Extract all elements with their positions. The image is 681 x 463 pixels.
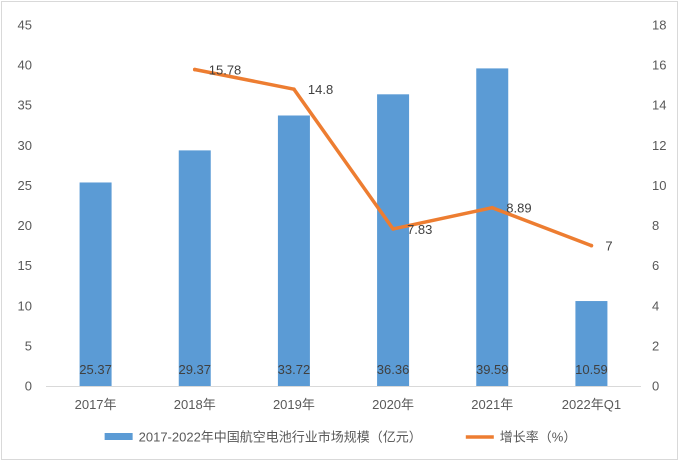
- line-data-label: 7.83: [407, 222, 432, 237]
- x-tick-label: 2018年: [174, 397, 216, 412]
- bar-data-label: 33.72: [278, 362, 311, 377]
- right-tick-label: 8: [652, 218, 659, 233]
- x-tick-label: 2017年: [75, 397, 117, 412]
- bar: [476, 68, 509, 387]
- line-point: [192, 67, 197, 72]
- right-tick-label: 2: [652, 338, 659, 353]
- bar: [277, 115, 310, 387]
- line-data-label: 7: [605, 239, 612, 254]
- right-tick-label: 18: [652, 18, 666, 33]
- left-tick-label: 40: [18, 58, 32, 73]
- right-axis: 0 2 4 6 8 10 12 14 16 18: [652, 18, 666, 394]
- right-tick-label: 4: [652, 298, 659, 313]
- line-point: [589, 243, 594, 248]
- line-point: [391, 227, 395, 231]
- left-tick-label: 5: [25, 338, 32, 353]
- x-tick-label: 2019年: [273, 397, 315, 412]
- left-tick-label: 30: [18, 138, 32, 153]
- legend-bar-label: 2017-2022年中国航空电池行业市场规模（亿元）: [139, 430, 422, 445]
- left-tick-label: 20: [18, 218, 32, 233]
- legend-bar-swatch: [104, 433, 133, 440]
- x-tick-label: 2021年: [471, 397, 513, 412]
- left-axis: 0 5 10 15 20 25 30 35 40 45: [18, 18, 32, 394]
- bar-data-labels: 25.37 29.37 33.72 36.36 39.59 10.59: [79, 362, 607, 377]
- bar-data-label: 39.59: [476, 362, 509, 377]
- x-axis-categories: 2017年 2018年 2019年 2020年 2021年 2022年Q1: [75, 397, 621, 412]
- line-data-label: 8.89: [506, 201, 531, 216]
- bar: [178, 150, 211, 386]
- right-tick-label: 14: [652, 98, 666, 113]
- x-tick-label: 2020年: [372, 397, 414, 412]
- left-tick-label: 45: [18, 18, 32, 33]
- right-tick-label: 12: [652, 138, 666, 153]
- left-tick-label: 0: [25, 379, 32, 394]
- bar: [377, 94, 410, 386]
- line-point: [490, 205, 495, 210]
- right-tick-label: 6: [652, 258, 659, 273]
- line-data-label: 15.78: [209, 63, 242, 78]
- bar-data-label: 25.37: [79, 362, 112, 377]
- legend: 2017-2022年中国航空电池行业市场规模（亿元） 增长率（%）: [104, 430, 577, 445]
- bar-series: [79, 68, 608, 387]
- bar-data-label: 29.37: [178, 362, 211, 377]
- bar: [79, 182, 112, 386]
- left-tick-label: 10: [18, 298, 32, 313]
- right-tick-label: 0: [652, 379, 659, 394]
- x-tick-label: 2022年Q1: [562, 397, 621, 412]
- bar-data-label: 10.59: [575, 362, 608, 377]
- bar: [575, 301, 608, 386]
- right-tick-label: 10: [652, 178, 666, 193]
- right-tick-label: 16: [652, 58, 666, 73]
- legend-line-label: 增长率（%）: [500, 430, 577, 445]
- line-data-label: 14.8: [308, 82, 333, 97]
- line-series: 15.78 14.8 7.83 8.89 7: [192, 63, 613, 254]
- left-tick-label: 15: [18, 258, 32, 273]
- bar-data-label: 36.36: [377, 362, 410, 377]
- left-tick-label: 25: [18, 178, 32, 193]
- line-point: [292, 87, 296, 91]
- left-tick-label: 35: [18, 98, 32, 113]
